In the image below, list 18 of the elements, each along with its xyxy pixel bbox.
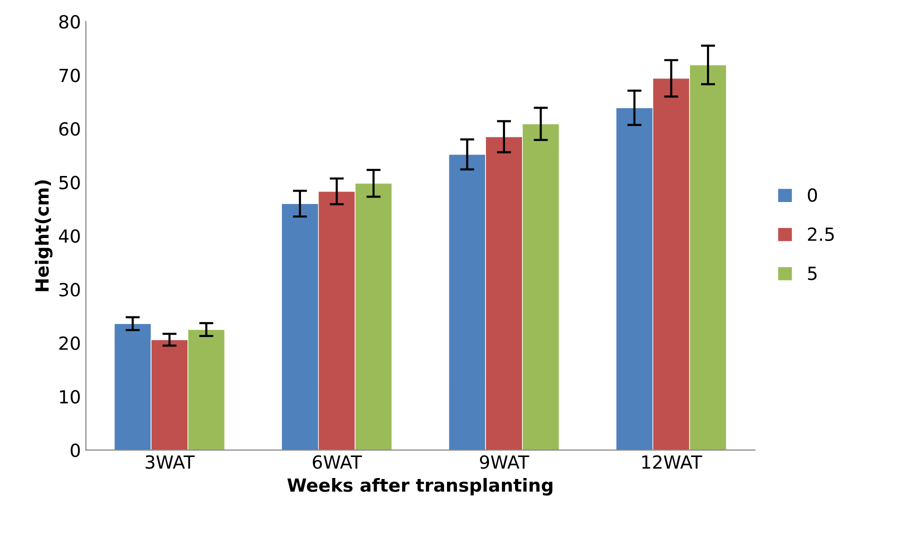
legend-label: 2.5 bbox=[808, 227, 834, 242]
x-tick-label: 3WAT bbox=[146, 455, 195, 469]
y-tick-label: 50 bbox=[59, 176, 80, 190]
y-tick-label: 10 bbox=[60, 390, 80, 404]
y-tick-label: 80 bbox=[59, 15, 80, 29]
x-tick-label: 9WAT bbox=[480, 455, 530, 469]
legend-label: 5 bbox=[808, 266, 817, 280]
y-tick-label: 20 bbox=[59, 336, 80, 350]
y-tick-label: 60 bbox=[59, 122, 80, 136]
y-tick-label: 40 bbox=[58, 229, 80, 243]
legend-label: 0 bbox=[808, 188, 817, 202]
y-tick-label: 30 bbox=[59, 282, 80, 296]
x-tick-label: 6WAT bbox=[312, 455, 362, 469]
y-axis-title: Height(cm) bbox=[34, 180, 52, 292]
y-tick-label: 0 bbox=[70, 444, 80, 458]
x-axis-title: Weeks after transplanting bbox=[287, 478, 552, 496]
x-tick-label: 12WAT bbox=[642, 455, 702, 469]
y-tick-label: 70 bbox=[60, 68, 80, 82]
